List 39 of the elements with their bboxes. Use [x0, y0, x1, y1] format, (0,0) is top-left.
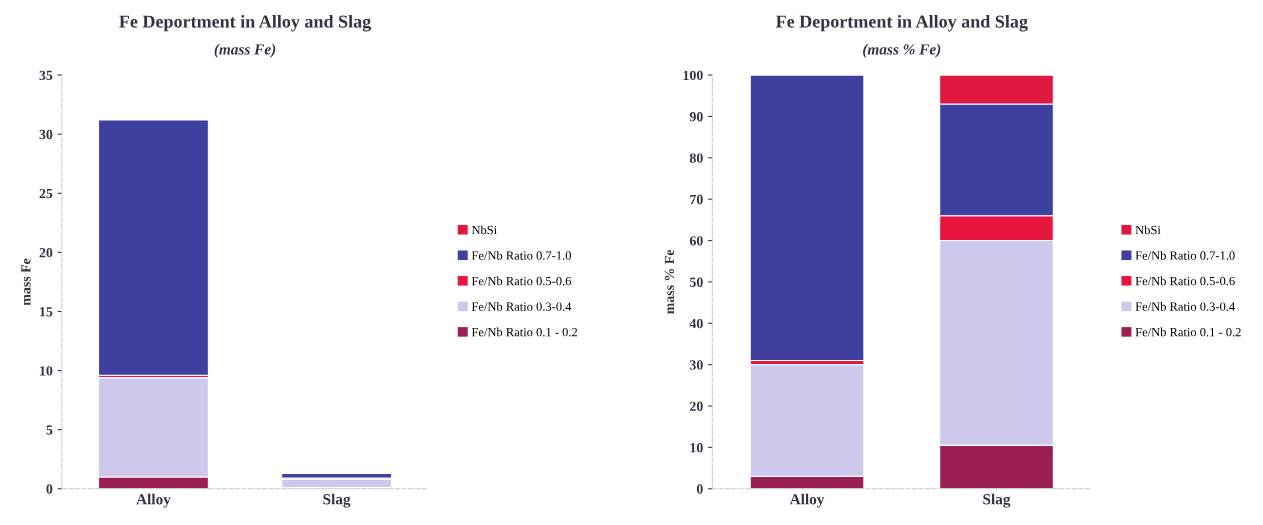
- y-tick-label: 40: [689, 318, 703, 329]
- y-tick-label: 30: [689, 360, 703, 370]
- y-tick-label: 15: [40, 307, 53, 317]
- legend-label: Fe/Nb Ratio 0.5-0.6: [471, 276, 572, 286]
- chart-subtitle: (mass Fe): [214, 43, 276, 58]
- y-tick-label: 60: [689, 236, 703, 246]
- y-tick-label: 25: [39, 188, 53, 199]
- y-tick-label: 30: [39, 129, 53, 140]
- x-tick-label: Slag: [983, 493, 1011, 508]
- legend-label: Fe/Nb Ratio 0.7-1.0: [1135, 250, 1235, 260]
- y-tick-label: 20: [39, 247, 53, 258]
- y-tick-label: 0: [46, 484, 53, 494]
- y-tick-label: 50: [689, 277, 703, 287]
- legend-label: Fe/Nb Ratio 0.1 - 0.2: [1135, 327, 1241, 337]
- y-tick-label: 90: [689, 112, 703, 122]
- y-axis-title: mass Fe: [21, 258, 31, 306]
- y-tick-label: 80: [689, 153, 703, 163]
- chart-title: Fe Deportment in Alloy and Slag: [119, 14, 371, 32]
- chart-title: Fe Deportment in Alloy and Slag: [775, 14, 1028, 32]
- y-tick-label: 100: [683, 70, 703, 81]
- x-tick-label: Alloy: [789, 493, 825, 508]
- legend-label: Fe/Nb Ratio 0.7-1.0: [471, 250, 571, 260]
- y-tick-label: 35: [39, 70, 53, 81]
- y-tick-label: 10: [40, 366, 53, 376]
- y-tick-label: 5: [46, 425, 53, 435]
- y-tick-label: 70: [690, 194, 703, 205]
- legend-label: NbSi: [471, 225, 497, 235]
- x-tick-label: Alloy: [136, 493, 171, 508]
- legend-label: Fe/Nb Ratio 0.3-0.4: [1135, 302, 1235, 311]
- x-tick-label: Slag: [323, 493, 351, 508]
- y-tick-label: 0: [696, 484, 703, 494]
- y-axis-title: mass % Fe: [664, 249, 675, 314]
- legend-label: Fe/Nb Ratio 0.1 - 0.2: [471, 327, 578, 337]
- legend-label: Fe/Nb Ratio 0.5-0.6: [1135, 276, 1235, 286]
- legend-label: NbSi: [1135, 225, 1161, 235]
- chart-subtitle: (mass % Fe): [863, 43, 941, 58]
- y-tick-label: 20: [690, 401, 703, 411]
- y-tick-label: 10: [690, 442, 703, 453]
- legend-label: Fe/Nb Ratio 0.3-0.4: [471, 302, 572, 311]
